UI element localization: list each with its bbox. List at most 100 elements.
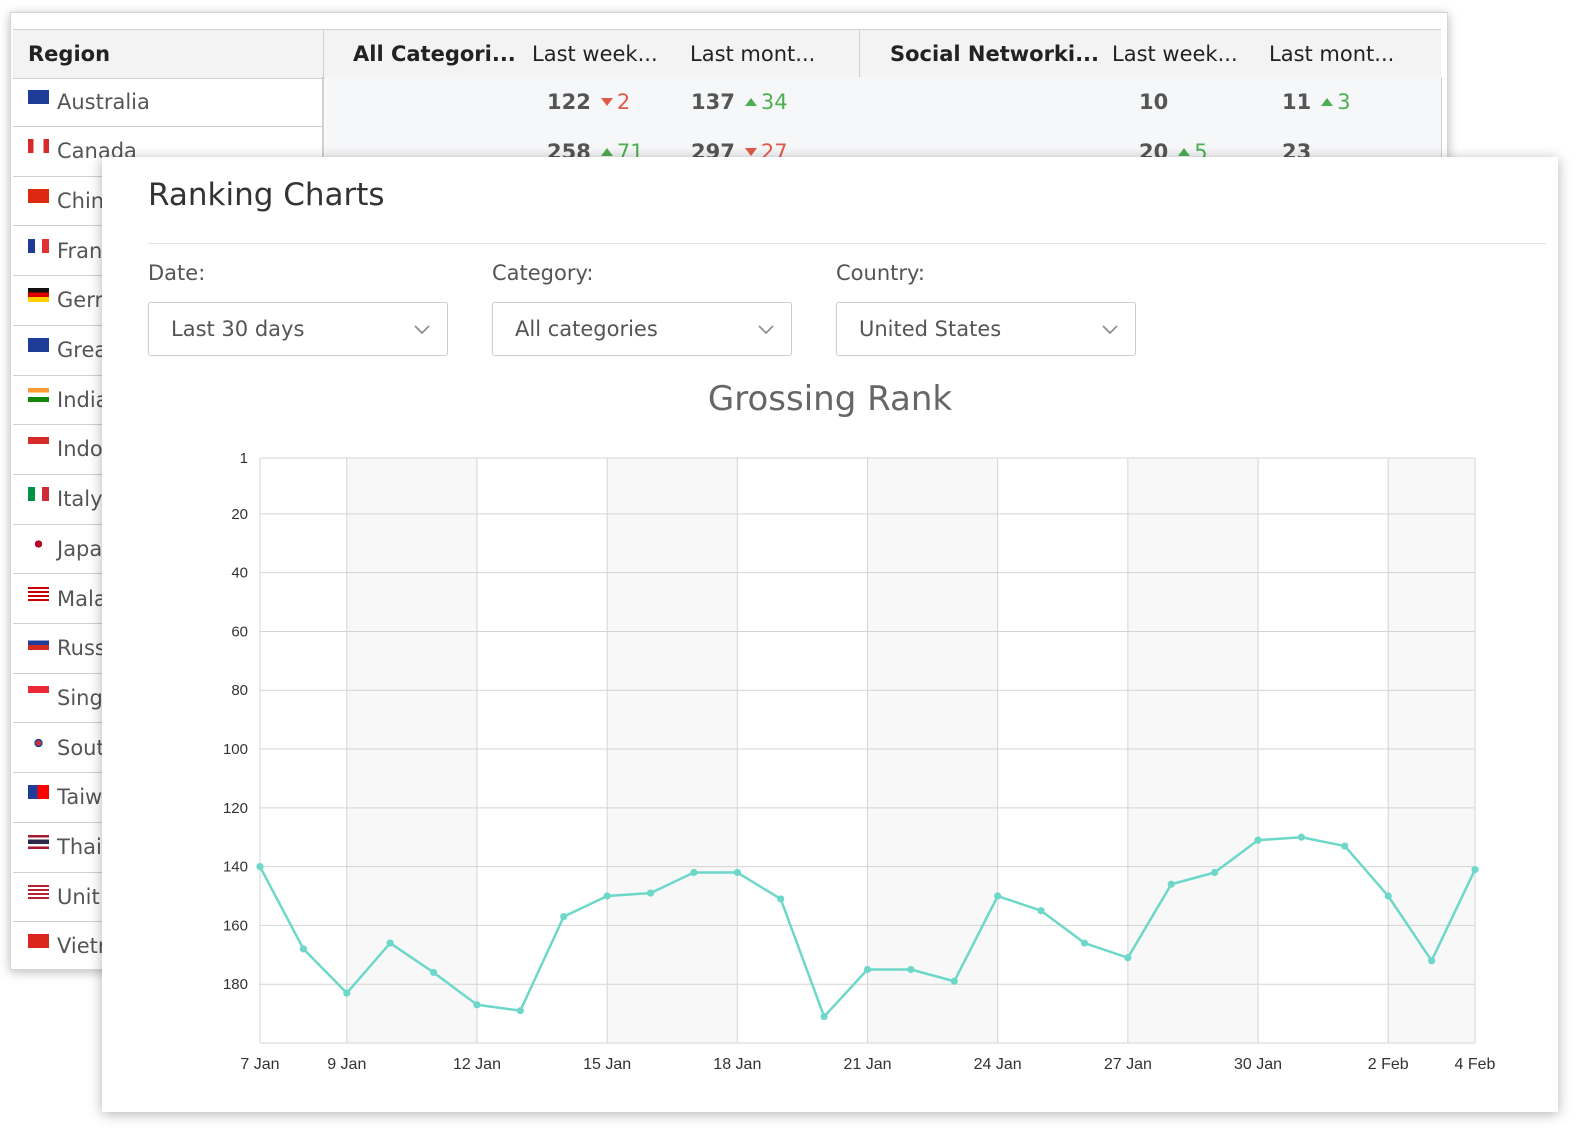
region-name: Gerr <box>57 288 104 313</box>
plot-band <box>867 458 998 1043</box>
x-tick-label: 9 Jan <box>327 1056 366 1073</box>
change-value: 3 <box>1321 90 1351 114</box>
flag-my-icon <box>28 586 49 601</box>
x-tick-label: 15 Jan <box>583 1056 631 1073</box>
chart-title: Grossing Rank <box>707 379 953 419</box>
country-filter-label: Country: <box>836 261 925 285</box>
data-point <box>907 965 915 974</box>
social-last-week-cell: 10 <box>1139 90 1169 114</box>
date-select[interactable]: Last 30 days <box>148 302 448 356</box>
data-point <box>1124 954 1132 962</box>
data-point <box>1167 880 1175 888</box>
table-row[interactable]: Indo <box>13 424 1441 475</box>
data-point <box>820 1012 828 1021</box>
y-tick-label: 140 <box>223 859 248 876</box>
x-tick-label: 4 Feb <box>1455 1056 1496 1073</box>
flag-us-icon <box>28 884 49 899</box>
header-all-last-month[interactable]: Last mont... <box>690 42 816 66</box>
category-select[interactable]: All categories <box>492 302 792 356</box>
data-point <box>1428 957 1436 965</box>
ranking-charts-panel: Ranking Charts Date: Category: Country: … <box>102 157 1558 1112</box>
data-point <box>299 945 307 953</box>
data-point <box>1471 865 1479 874</box>
region-name: Vietr <box>57 934 107 959</box>
x-tick-label: 21 Jan <box>843 1056 891 1073</box>
region-name: Italy <box>57 487 103 512</box>
x-tick-label: 27 Jan <box>1104 1056 1152 1073</box>
plot-band <box>1388 458 1475 1043</box>
flag-it-icon <box>28 487 49 502</box>
plot-band <box>607 458 738 1043</box>
y-tick-label: 160 <box>223 917 248 934</box>
trend-up-icon <box>600 147 613 156</box>
category-select-value: All categories <box>515 317 658 341</box>
all-categories-block <box>325 77 862 128</box>
table-row[interactable]: Australia 122 2 137 34 10 11 3 <box>13 77 1442 128</box>
data-point <box>646 889 655 897</box>
flag-vn-icon <box>28 934 49 949</box>
social-last-month-cell: 11 3 <box>1282 90 1351 114</box>
region-name: Sout <box>57 735 105 760</box>
header-all-categories[interactable]: All Categori... <box>353 42 516 66</box>
header-social-networking[interactable]: Social Networki... <box>890 42 1100 66</box>
data-point <box>473 1001 481 1009</box>
y-tick-label: 120 <box>223 800 248 817</box>
y-tick-label: 40 <box>231 565 248 582</box>
date-filter-label: Date: <box>148 261 206 285</box>
country-select-value: United States <box>859 317 1002 341</box>
header-social-last-week[interactable]: Last week... <box>1112 42 1238 66</box>
y-tick-label: 80 <box>231 682 248 699</box>
x-tick-label: 18 Jan <box>713 1056 761 1073</box>
data-point <box>560 912 568 921</box>
data-point <box>1297 833 1306 841</box>
data-point <box>1037 907 1045 915</box>
region-name: Thai <box>57 835 102 859</box>
region-name: Chin <box>57 188 105 213</box>
data-point <box>256 863 264 871</box>
change-value: 2 <box>600 90 630 114</box>
region-name: Fran <box>57 238 103 263</box>
trend-up-icon <box>744 98 757 106</box>
plot-band <box>1127 458 1259 1043</box>
data-point <box>994 892 1002 900</box>
region-name: Unit <box>57 884 100 909</box>
flag-au-icon <box>28 89 49 104</box>
flag-id-icon <box>28 437 49 452</box>
region-name: Australia <box>57 89 150 114</box>
region-cell: Australia <box>13 77 323 127</box>
region-name: Taiw <box>57 785 103 810</box>
region-name: Japa <box>57 536 103 561</box>
data-point <box>1211 868 1219 877</box>
date-select-value: Last 30 days <box>171 317 305 341</box>
region-cell: Indo <box>13 424 323 475</box>
y-tick-label: 20 <box>231 506 248 523</box>
region-name: India <box>57 387 109 412</box>
data-point <box>386 939 394 947</box>
region-name: Sing <box>57 685 103 710</box>
data-point <box>1384 892 1392 900</box>
country-select[interactable]: United States <box>836 302 1136 356</box>
header-social-last-month[interactable]: Last mont... <box>1269 42 1395 66</box>
x-tick-label: 2 Feb <box>1368 1056 1409 1073</box>
y-tick-label: 180 <box>223 976 248 993</box>
header-all-last-week[interactable]: Last week... <box>532 42 658 66</box>
region-name: Russ <box>57 636 106 661</box>
data-point <box>690 868 698 877</box>
region-name: Indo <box>57 437 103 462</box>
flag-in-icon <box>28 387 49 402</box>
data-point <box>1080 939 1089 947</box>
data-point <box>1254 836 1262 844</box>
chevron-down-icon <box>758 325 774 335</box>
header-region[interactable]: Region <box>28 42 111 66</box>
flag-gb-icon <box>28 338 49 352</box>
data-point <box>603 892 611 900</box>
column-divider <box>323 29 324 169</box>
data-point <box>733 868 741 877</box>
region-name: Mala <box>57 586 107 611</box>
y-tick-label: 60 <box>231 623 248 640</box>
x-tick-label: 24 Jan <box>974 1056 1022 1073</box>
flag-th-icon <box>28 835 49 849</box>
x-tick-label: 30 Jan <box>1234 1056 1282 1073</box>
all-last-week-cell: 122 2 <box>547 90 631 114</box>
